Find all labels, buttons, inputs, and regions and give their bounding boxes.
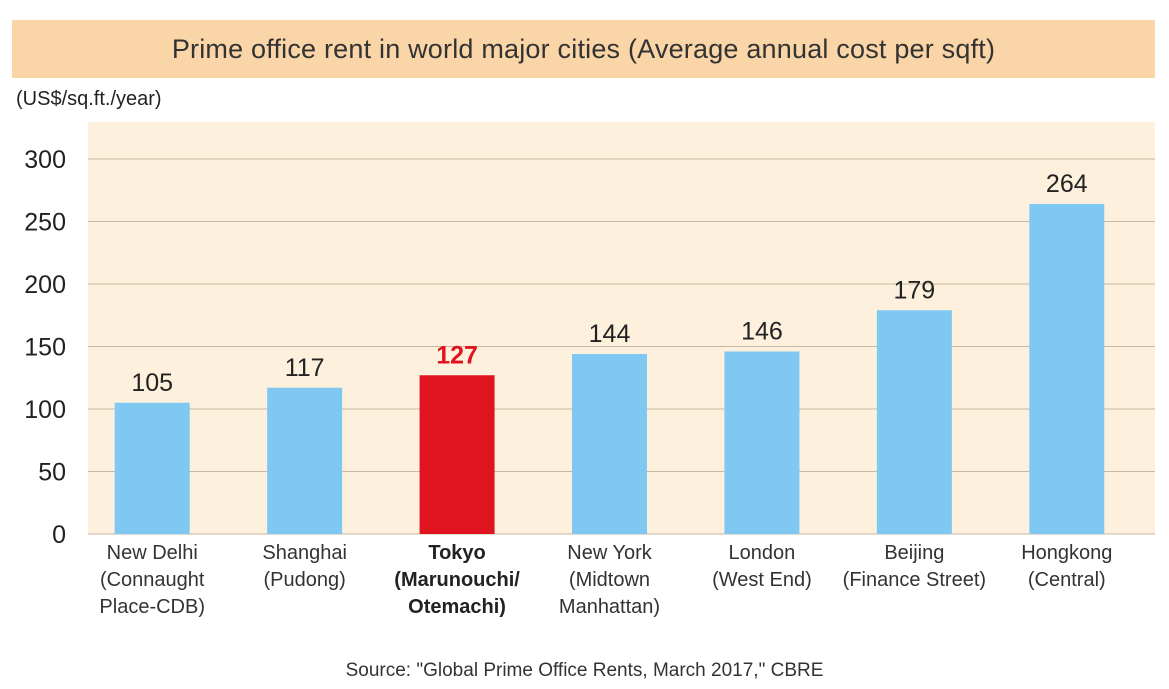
x-tick-label: (Marunouchi/ xyxy=(394,569,520,591)
bar xyxy=(419,375,495,534)
bar xyxy=(876,310,952,534)
y-tick-label: 50 xyxy=(38,459,66,487)
x-tick-label: New York xyxy=(567,542,652,564)
bar xyxy=(114,402,190,534)
x-tick-label: (Connaught xyxy=(100,569,205,591)
chart-title: Prime office rent in world major cities … xyxy=(171,33,996,64)
y-tick-label: 150 xyxy=(24,334,66,362)
x-tick-label: Tokyo xyxy=(428,542,485,564)
x-tick-label: Beijing xyxy=(884,542,944,564)
data-label: 264 xyxy=(1046,170,1088,198)
data-label: 146 xyxy=(741,318,783,346)
x-tick-label: Shanghai xyxy=(262,542,347,564)
y-axis-label: (US$/sq.ft./year) xyxy=(16,88,162,110)
data-label: 105 xyxy=(131,369,173,397)
x-tick-label: Hongkong xyxy=(1021,542,1112,564)
x-tick-label: London xyxy=(729,542,796,564)
x-tick-label: (Finance Street) xyxy=(843,569,986,591)
y-tick-label: 100 xyxy=(24,396,66,424)
x-tick-label: (Pudong) xyxy=(264,569,346,591)
x-tick-label: (Central) xyxy=(1028,569,1106,591)
source-note: Source: "Global Prime Office Rents, Marc… xyxy=(345,660,824,681)
y-tick-label: 300 xyxy=(24,146,66,174)
bar xyxy=(267,387,343,534)
bar xyxy=(1029,204,1105,534)
bar xyxy=(572,354,647,534)
x-tick-label: Otemachi) xyxy=(408,596,506,618)
data-label: 117 xyxy=(285,354,325,382)
bar xyxy=(724,351,800,534)
chart-title-band: Prime office rent in world major cities … xyxy=(12,20,1155,78)
y-tick-label: 0 xyxy=(52,521,66,549)
x-tick-label: (West End) xyxy=(712,569,812,591)
data-label: 179 xyxy=(893,276,935,304)
y-tick-label: 250 xyxy=(24,209,66,237)
data-label: 144 xyxy=(589,320,631,348)
x-tick-label: New Delhi xyxy=(107,542,198,564)
x-tick-label: (Midtown xyxy=(569,569,650,591)
data-label: 127 xyxy=(436,341,478,369)
y-tick-label: 200 xyxy=(24,271,66,299)
x-tick-label: Manhattan) xyxy=(559,596,660,618)
x-tick-label: Place-CDB) xyxy=(99,596,205,618)
